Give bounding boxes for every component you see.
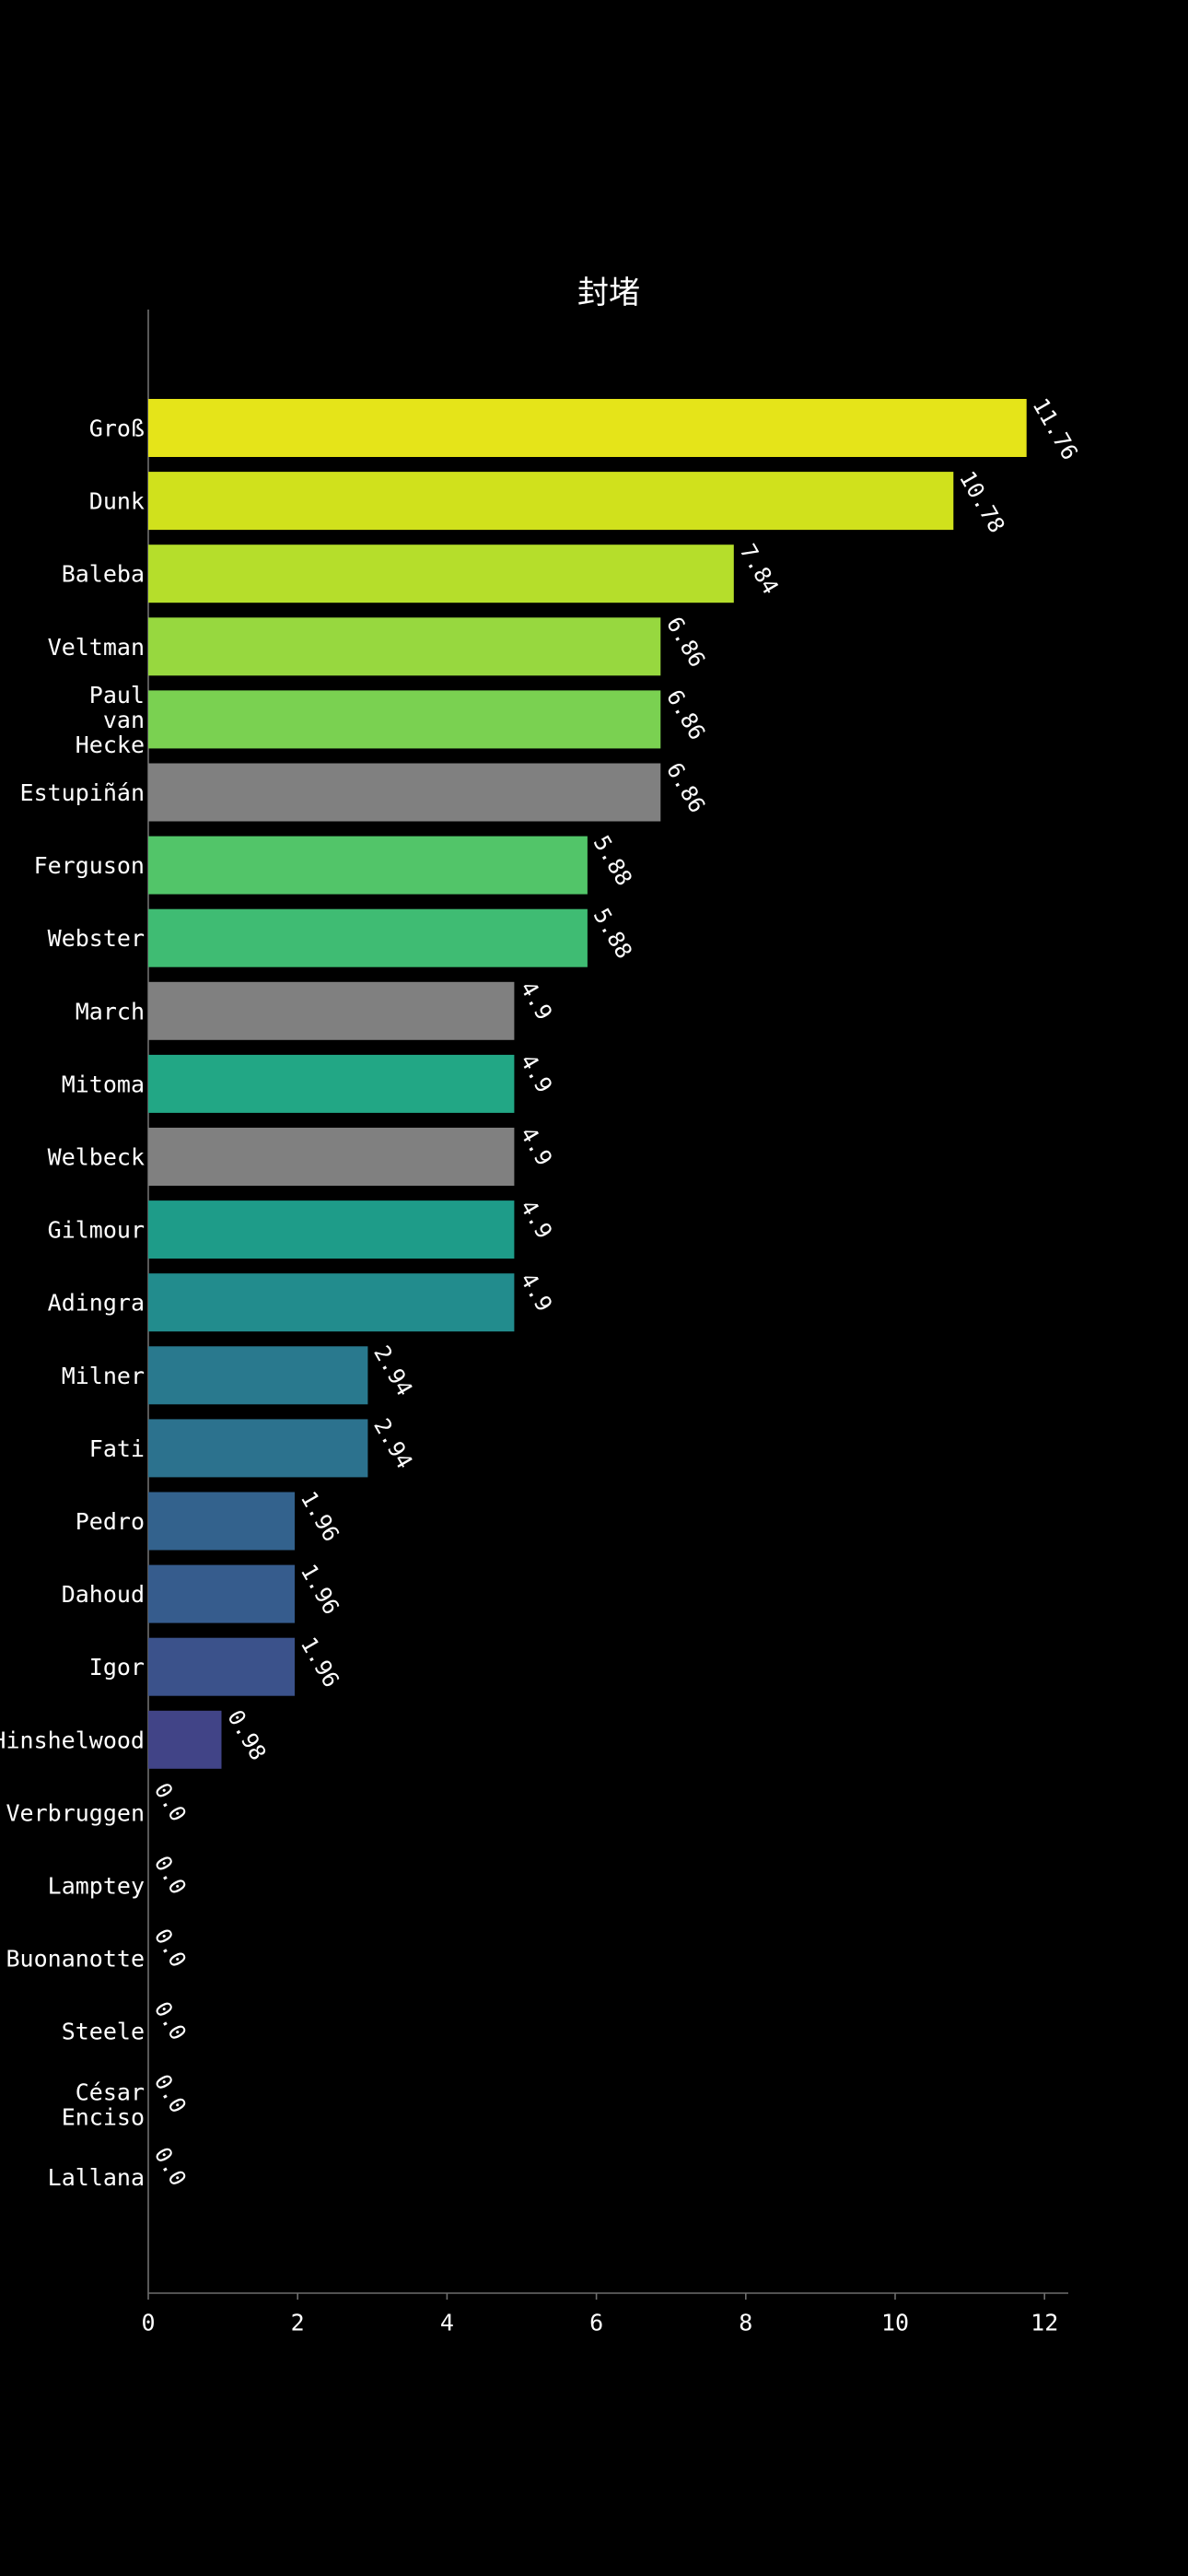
bar (148, 1564, 295, 1623)
value-label: 0.0 (149, 1925, 192, 1973)
category-label: Milner (62, 1363, 145, 1389)
value-label: 6.86 (661, 613, 710, 672)
bar (148, 472, 954, 531)
value-label: 0.0 (149, 1778, 192, 1826)
value-label: 7.84 (735, 540, 784, 599)
value-label: 0.0 (149, 2070, 192, 2118)
category-label: Estupiñán (20, 779, 145, 806)
category-label: Welbeck (48, 1144, 145, 1171)
value-label: 0.0 (149, 1997, 192, 2045)
category-label: March (76, 998, 145, 1025)
category-labels-group: Groß Dunk Baleba Veltman Paul van Hecke Estupiñ… (0, 416, 145, 2191)
bar (148, 1710, 222, 1769)
category-label: Ferguson (34, 852, 145, 879)
bar (148, 690, 661, 749)
value-label: 2.94 (368, 1414, 417, 1473)
category-label: Veltman (48, 634, 145, 661)
value-label: 0.0 (149, 1852, 192, 1900)
x-tick-label: 8 (739, 2309, 752, 2336)
category-label: Gilmour (48, 1217, 145, 1244)
category-label: Baleba (62, 561, 145, 588)
category-label: Verbruggen (6, 1799, 145, 1826)
bar (148, 1492, 295, 1551)
value-label: 6.86 (661, 758, 710, 817)
category-label: Lamptey (48, 1873, 145, 1900)
value-label: 4.9 (515, 1269, 557, 1317)
category-label: Fati (89, 1435, 145, 1462)
category-label: Buonanotte (6, 1946, 145, 1973)
bar (148, 1054, 515, 1113)
x-tick-label: 10 (881, 2309, 909, 2336)
value-label: 4.9 (515, 1196, 557, 1244)
category-label: Webster (48, 925, 145, 952)
bar (148, 399, 1027, 457)
value-label: 4.9 (515, 1123, 557, 1171)
category-label: Hinshelwood (0, 1727, 145, 1753)
bar (148, 1273, 515, 1332)
value-label: 1.96 (296, 1633, 344, 1692)
value-label: 11.76 (1028, 394, 1083, 465)
value-label: 2.94 (368, 1341, 417, 1400)
category-label: Adingra (48, 1290, 145, 1317)
x-tick-label: 4 (440, 2309, 454, 2336)
category-label: Lallana (48, 2164, 145, 2191)
x-tick-label: 6 (589, 2309, 603, 2336)
bars-group (148, 399, 1027, 1769)
value-label: 4.9 (515, 1049, 557, 1097)
category-label: Mitoma (62, 1071, 145, 1097)
value-label: 0.0 (149, 2143, 192, 2191)
category-label: Dahoud (62, 1581, 145, 1608)
bar (148, 763, 661, 822)
category-label: Groß (89, 416, 145, 442)
value-label: 1.96 (296, 1560, 344, 1619)
value-label: 10.78 (954, 467, 1009, 538)
chart-title: 封堵 (577, 275, 640, 311)
x-tick-label: 0 (141, 2309, 155, 2336)
category-label: Pedro (76, 1508, 145, 1535)
category-label: Dunk (89, 488, 145, 515)
bar (148, 1419, 368, 1478)
value-label: 6.86 (661, 685, 710, 744)
x-tick-label: 2 (291, 2309, 305, 2336)
value-label: 5.88 (588, 831, 637, 890)
bar (148, 981, 515, 1040)
value-label: 4.9 (515, 977, 557, 1025)
bar (148, 908, 588, 967)
bar (148, 1200, 515, 1259)
bar (148, 836, 588, 895)
value-label: 5.88 (588, 904, 637, 963)
value-label: 0.98 (222, 1705, 271, 1764)
bar (148, 1346, 368, 1405)
value-label: 1.96 (296, 1487, 344, 1546)
category-label: César Enciso (62, 2078, 145, 2130)
category-label: Igor (89, 1654, 145, 1680)
bar (148, 1128, 515, 1186)
category-label: Steele (62, 2019, 145, 2045)
x-ticks-group: 0 2 4 6 8 10 12 (141, 2293, 1058, 2336)
x-tick-label: 12 (1031, 2309, 1058, 2336)
bar (148, 1637, 295, 1696)
category-label: Paul van Hecke (76, 682, 145, 758)
bar (148, 544, 734, 603)
bar (148, 617, 661, 676)
